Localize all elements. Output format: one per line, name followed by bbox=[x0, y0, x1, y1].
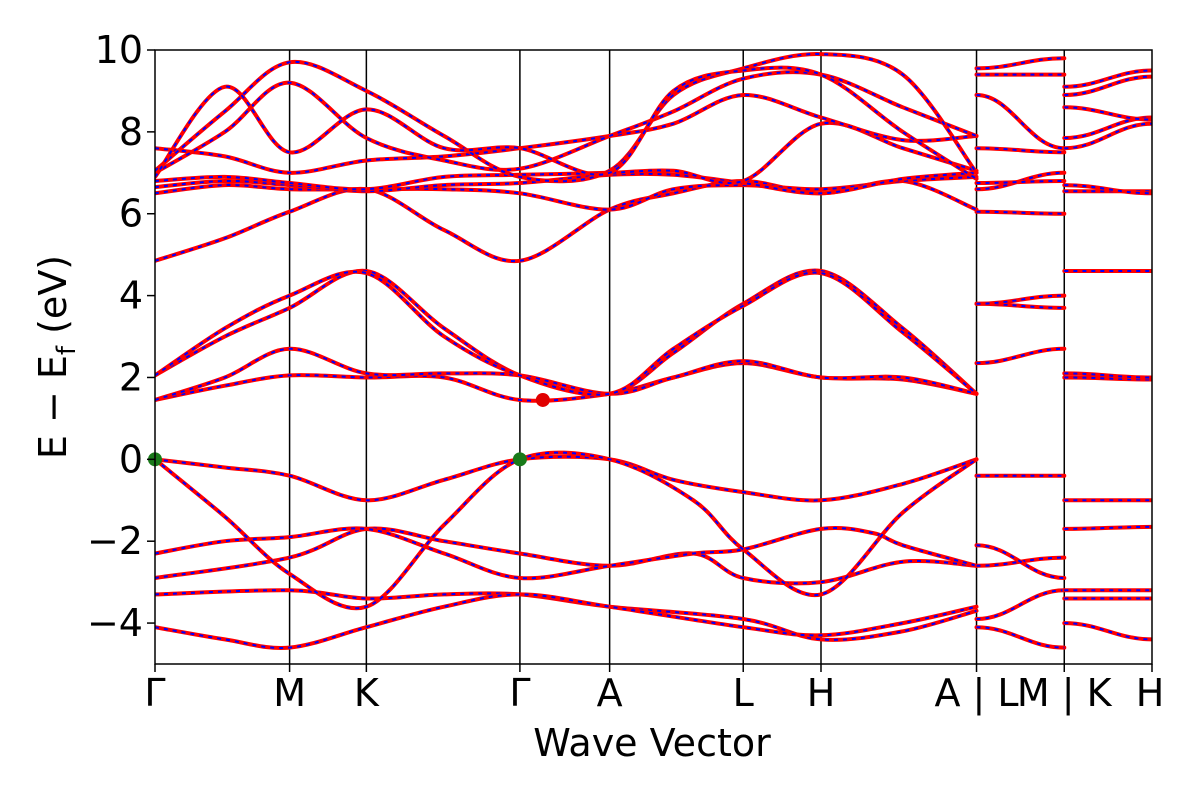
y-tick-label: 0 bbox=[119, 437, 143, 481]
y-tick-label: 4 bbox=[119, 274, 143, 318]
y-axis-label-main: E − E bbox=[31, 355, 75, 459]
plot-area bbox=[148, 50, 1152, 664]
band-line-segment-dashed bbox=[1064, 69, 1152, 88]
band-line bbox=[155, 170, 979, 196]
kpoint-label: H bbox=[807, 671, 836, 715]
band-line-dashed bbox=[155, 270, 978, 396]
y-tick-label: 6 bbox=[119, 192, 143, 236]
band-line-dashed bbox=[155, 53, 978, 183]
band-line-segment-dashed bbox=[976, 294, 1065, 305]
band-line-dashed bbox=[155, 451, 978, 610]
band-line-dashed bbox=[155, 175, 977, 211]
band-line-segment-dashed bbox=[976, 556, 1065, 567]
x-axis-label: Wave Vector bbox=[533, 721, 771, 765]
band-line-dashed bbox=[155, 66, 978, 180]
band-line-dashed bbox=[155, 121, 977, 191]
band-line-segment-dashed bbox=[1064, 372, 1152, 379]
band-line-segment-dashed bbox=[1064, 75, 1152, 96]
band-line-segment-dashed bbox=[1064, 122, 1152, 150]
kpoint-label: H bbox=[1136, 671, 1165, 715]
y-axis-label-subscript: f bbox=[52, 345, 82, 355]
plot-frame bbox=[154, 49, 1153, 665]
band-line-dashed bbox=[155, 455, 977, 502]
band-line bbox=[155, 592, 979, 650]
band-line-segment-dashed bbox=[976, 347, 1065, 365]
y-axis-label-unit: (eV) bbox=[31, 255, 75, 346]
y-tick-label: 8 bbox=[119, 110, 143, 154]
band-line-segment-dashed bbox=[1064, 376, 1152, 381]
band-line-segment-dashed bbox=[976, 147, 1065, 154]
cbm-marker bbox=[535, 392, 550, 407]
y-tick-label: 2 bbox=[119, 355, 143, 399]
band-line-segment-dashed bbox=[976, 589, 1065, 620]
kpoint-label: A | L bbox=[934, 671, 1018, 716]
x-axis: Γ M K Γ A L H A | LM | K H bbox=[144, 664, 1164, 716]
band-line-segment-dashed bbox=[976, 94, 1065, 150]
kpoint-label: A bbox=[597, 671, 623, 715]
bands-layer bbox=[155, 50, 1152, 664]
band-line-dashed bbox=[155, 362, 977, 402]
band-line-segment-dashed bbox=[1064, 116, 1152, 139]
band-line bbox=[155, 346, 979, 402]
band-line-segment-dashed bbox=[976, 180, 1065, 184]
kpoint-label: M | K bbox=[1017, 671, 1113, 716]
y-axis: 10 8 6 4 2 0 −2 −4 bbox=[87, 28, 155, 645]
band-line-dashed bbox=[155, 527, 977, 580]
y-tick-label: −4 bbox=[87, 601, 143, 645]
band-line-segment-dashed bbox=[976, 626, 1065, 649]
kpoint-label: Γ bbox=[509, 671, 530, 715]
band-line-segment-dashed bbox=[976, 210, 1065, 215]
band-line-segment-dashed bbox=[976, 57, 1065, 70]
band-line-segment-dashed bbox=[1064, 622, 1152, 641]
kpoint-label: K bbox=[354, 671, 380, 715]
band-line-dashed bbox=[155, 93, 977, 174]
y-tick-label: −2 bbox=[87, 519, 143, 563]
y-tick-label: 10 bbox=[95, 28, 143, 72]
kpoint-label: Γ bbox=[144, 671, 165, 715]
y-axis-label: E − Ef (eV) bbox=[31, 255, 82, 459]
vbm-marker bbox=[512, 452, 527, 467]
band-line-segment-dashed bbox=[976, 171, 1065, 191]
kpoint-label: M bbox=[273, 671, 306, 715]
band-line-segment-dashed bbox=[976, 544, 1065, 579]
band-line-segment-dashed bbox=[1064, 525, 1152, 530]
band-line-segment-dashed bbox=[1064, 184, 1152, 195]
band-line-segment-dashed bbox=[1064, 106, 1152, 121]
kpoint-label: L bbox=[733, 671, 754, 715]
